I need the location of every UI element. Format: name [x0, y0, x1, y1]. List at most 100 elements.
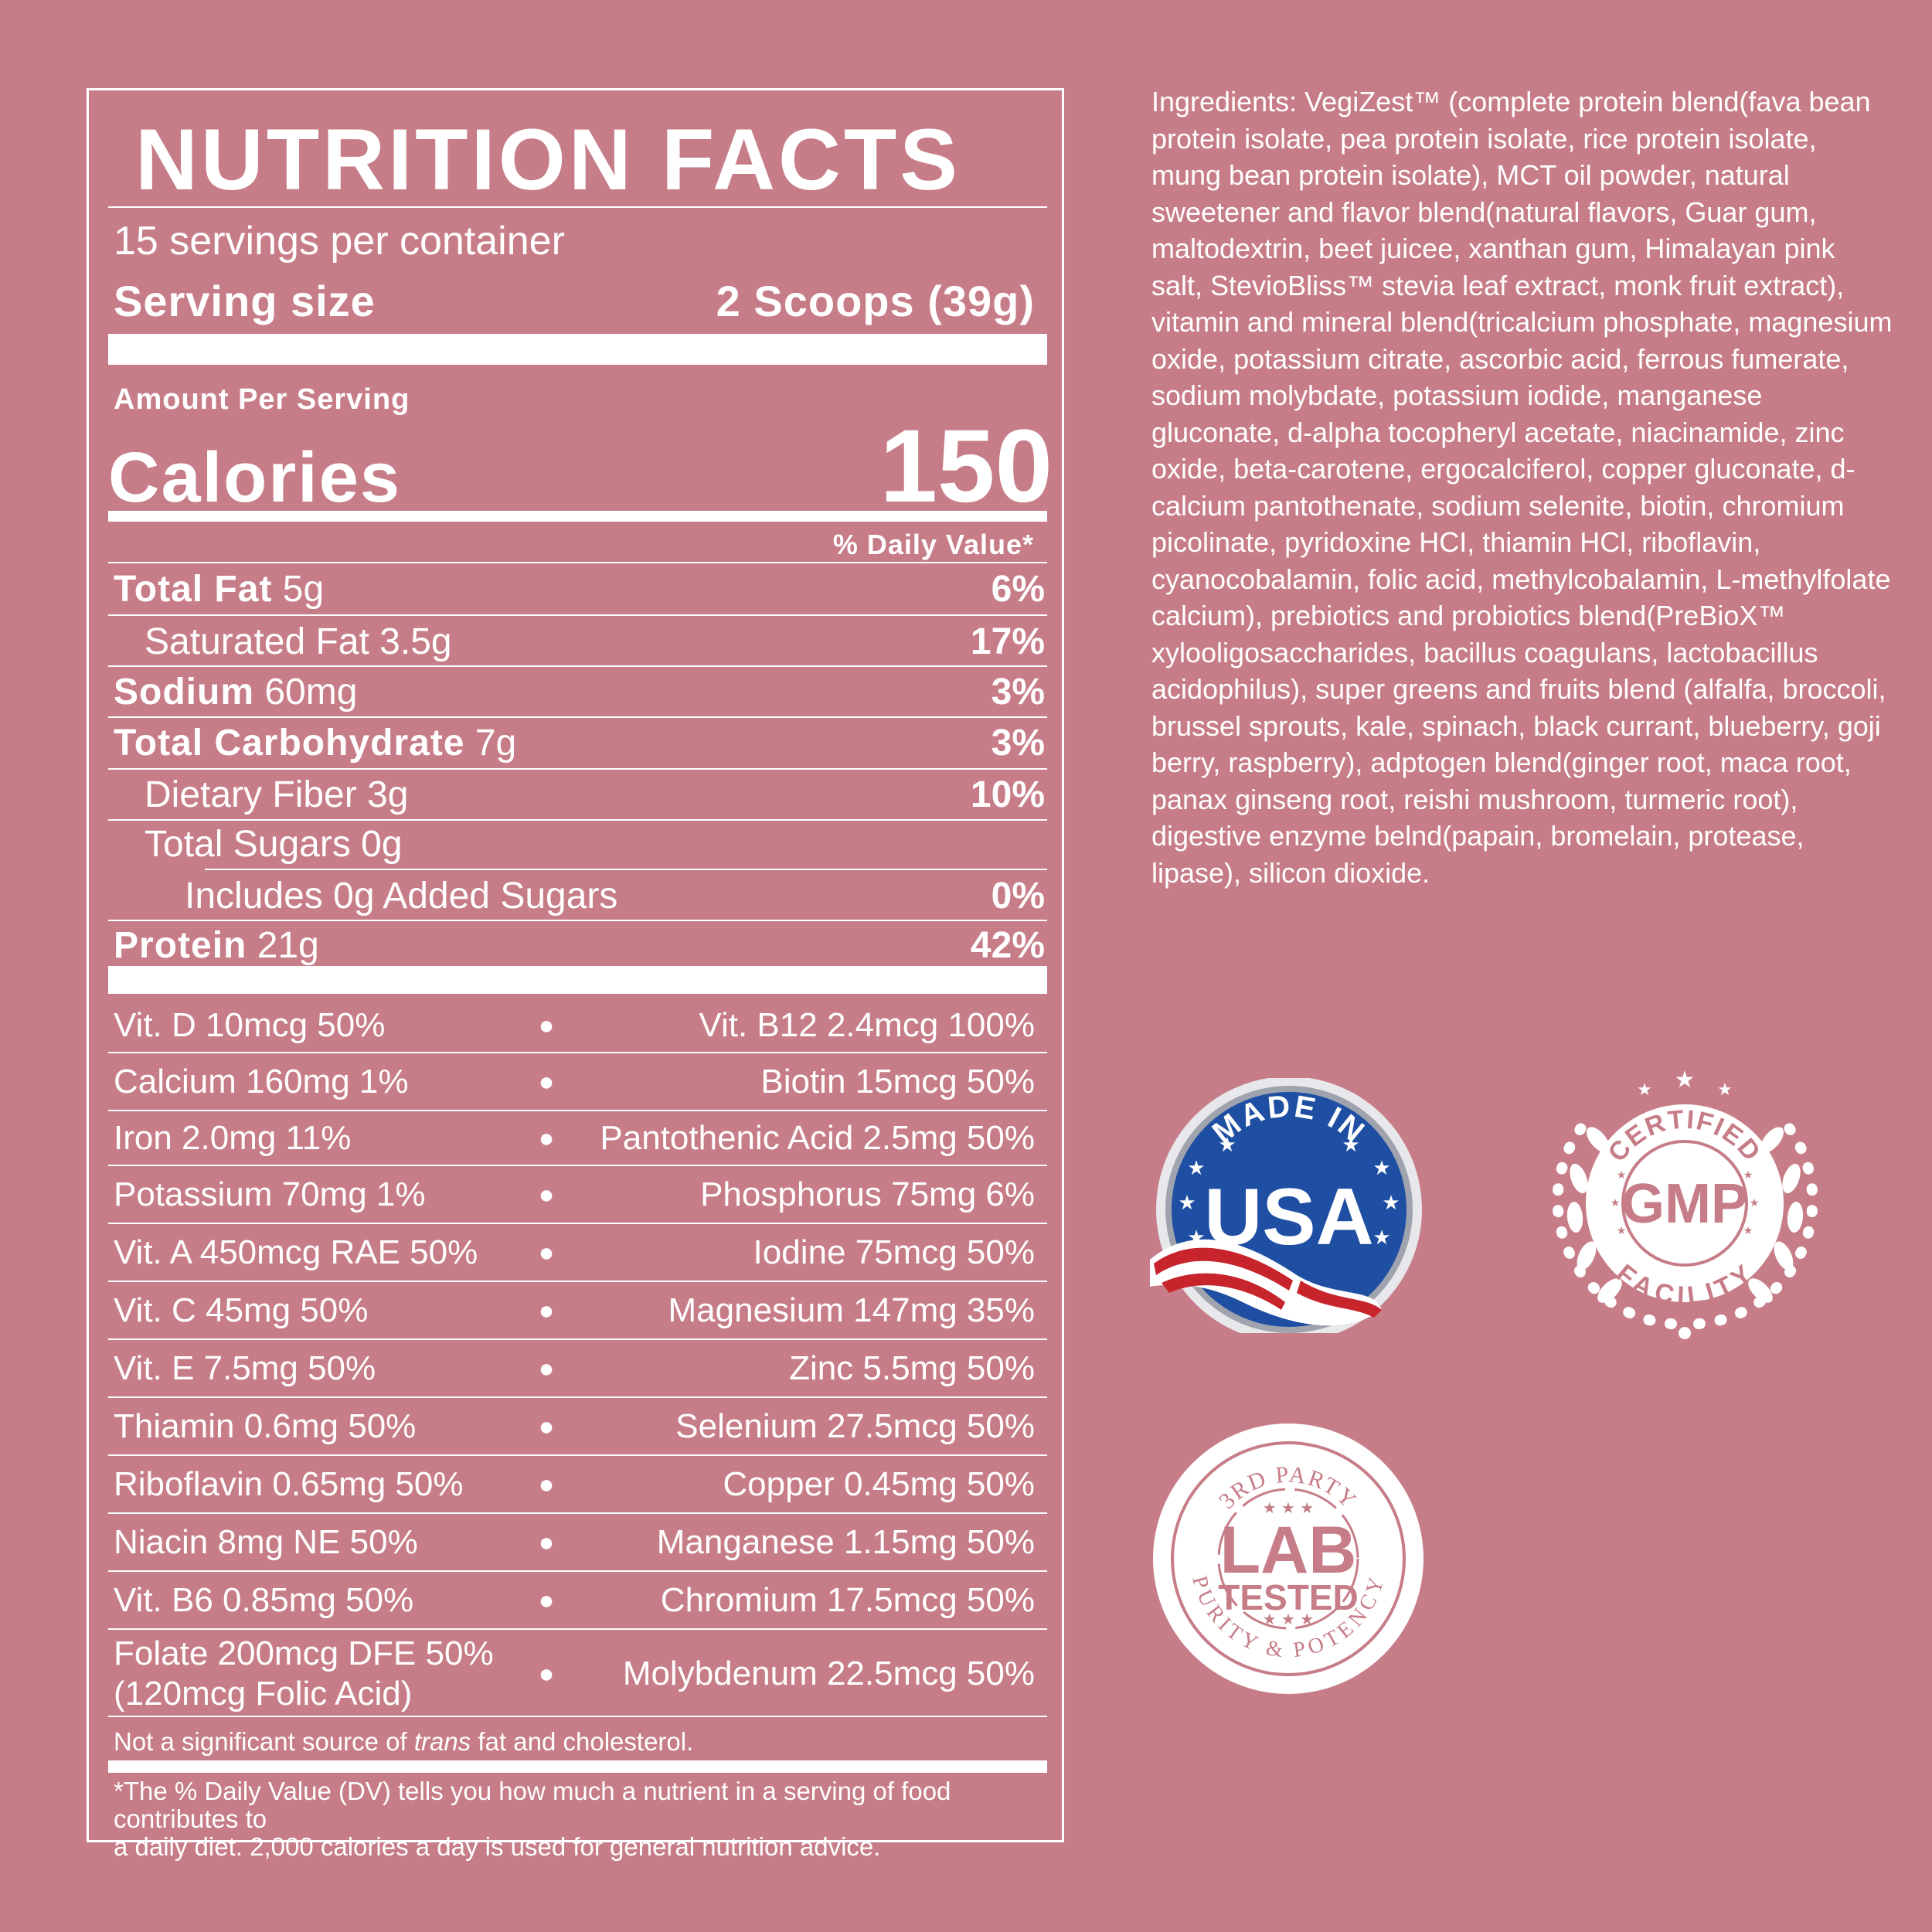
divider: [108, 716, 1047, 718]
vitamin-row: Niacin 8mg NE 50% ● Manganese 1.15mg 50%: [114, 1514, 1035, 1571]
nutrient-row-dietary-fiber: Dietary Fiber 3g 10%: [114, 769, 1045, 820]
bullet-icon: ●: [538, 1527, 555, 1557]
nutrient-name: Includes 0g Added Sugars: [185, 875, 618, 917]
note-italic: trans: [413, 1727, 471, 1756]
nutrient-row-total-sugars: Total Sugars 0g: [114, 818, 1045, 869]
nutrition-title: NUTRITION FACTS: [135, 111, 961, 208]
vitamin-right: Phosphorus 75mg 6%: [700, 1175, 1035, 1213]
nutrient-percent: 10%: [970, 774, 1045, 815]
vitamin-row: Thiamin 0.6mg 50% ● Selenium 27.5mcg 50%: [114, 1398, 1035, 1455]
divider: [108, 1052, 1047, 1053]
bullet-icon: ●: [538, 1585, 555, 1615]
svg-text:★: ★: [1372, 1226, 1390, 1250]
bullet-icon: ●: [538, 1237, 555, 1267]
vitamin-right: Chromium 17.5mcg 50%: [660, 1581, 1035, 1619]
nutrient-amount: 7g: [464, 722, 517, 764]
medium-divider: [108, 511, 1047, 522]
divider: [108, 614, 1047, 616]
bullet-icon: ●: [538, 1469, 555, 1499]
divider: [108, 1512, 1047, 1514]
vitamin-left: Thiamin 0.6mg 50%: [114, 1407, 417, 1445]
lab-main-text: LAB: [1220, 1513, 1357, 1587]
nutrient-name: Total Carbohydrate: [114, 722, 465, 764]
footnote-line2: a daily diet. 2,000 calories a day is us…: [114, 1832, 881, 1861]
divider: [108, 665, 1047, 667]
nutrient-name: Protein: [114, 924, 247, 966]
vitamin-right: Selenium 27.5mcg 50%: [675, 1407, 1035, 1445]
nutrient-name: Total Sugars 0g: [145, 823, 403, 865]
vitamin-left: Vit. D 10mcg 50%: [114, 1006, 386, 1044]
nutrient-row-total-carbohydrate: Total Carbohydrate 7g 3%: [114, 717, 1045, 768]
ingredients-text: Ingredients: VegiZest™ (complete protein…: [1151, 86, 1893, 889]
svg-text:★: ★: [1611, 1197, 1621, 1209]
divider: [108, 1628, 1047, 1630]
vitamin-row: Potassium 70mg 1% ● Phosphorus 75mg 6%: [114, 1166, 1035, 1223]
lab-sub-text: TESTED: [1218, 1577, 1358, 1617]
vitamin-row: Calcium 160mg 1% ● Biotin 15mcg 50%: [114, 1053, 1035, 1111]
made-in-usa-badge: MADE IN ★ ★ ★ ★ ★ ★ ★ ★ USA: [1150, 1077, 1428, 1342]
nutrient-percent: 0%: [991, 875, 1045, 917]
vitamin-row: Vit. A 450mcg RAE 50% ● Iodine 75mcg 50%: [114, 1224, 1035, 1281]
svg-text:★: ★: [1382, 1192, 1400, 1215]
divider: [108, 1396, 1047, 1398]
vitamin-left: Calcium 160mg 1%: [114, 1063, 409, 1100]
vitamin-left: Vit. C 45mg 50%: [114, 1291, 369, 1329]
vitamin-right: Zinc 5.5mg 50%: [789, 1349, 1035, 1387]
divider: [108, 768, 1047, 770]
svg-text:★: ★: [1342, 1134, 1359, 1157]
vitamin-right: Molybdenum 22.5mcg 50%: [622, 1655, 1035, 1692]
svg-text:★: ★: [1743, 1169, 1753, 1182]
vitamin-right: Vit. B12 2.4mcg 100%: [699, 1006, 1035, 1044]
nutrient-amount: 21g: [247, 924, 319, 966]
usa-seal-icon: MADE IN ★★★ ★★★ ★ ★ USA: [1150, 1077, 1422, 1342]
svg-text:★: ★: [1717, 1080, 1733, 1100]
daily-value-footnote: *The % Daily Value (DV) tells you how mu…: [114, 1777, 1041, 1861]
bullet-icon: ●: [538, 1179, 555, 1209]
vitamin-row: Vit. C 45mg 50% ● Magnesium 147mg 35%: [114, 1282, 1035, 1339]
nutrient-percent: 3%: [991, 671, 1045, 713]
gmp-seal-icon: ★ ★ ★ CERTIFIED FACILITY GMP ★ ★ ★ ★ ★ ★: [1552, 1066, 1818, 1339]
footnote-line1: *The % Daily Value (DV) tells you how mu…: [114, 1777, 951, 1833]
vitamin-row: Folate 200mcg DFE 50% (120mcg Folic Acid…: [114, 1631, 1035, 1717]
nutrient-row-added-sugars: Includes 0g Added Sugars 0%: [114, 870, 1045, 921]
svg-text:★ ★ ★: ★ ★ ★: [1263, 1610, 1315, 1628]
trans-fat-note: Not a significant source of trans fat an…: [114, 1725, 693, 1759]
divider: [205, 869, 1047, 870]
nutrient-row-sodium: Sodium 60mg 3%: [114, 666, 1045, 717]
vitamin-right: Copper 0.45mg 50%: [723, 1465, 1035, 1503]
bullet-icon: ●: [538, 1411, 555, 1441]
nutrient-name: Saturated Fat 3.5g: [145, 621, 452, 662]
vitamin-left: Folate 200mcg DFE 50% (120mcg Folic Acid…: [114, 1634, 515, 1714]
nutrient-name: Dietary Fiber 3g: [145, 774, 409, 815]
svg-text:★: ★: [1617, 1169, 1627, 1182]
vitamin-right: Pantothenic Acid 2.5mg 50%: [600, 1119, 1035, 1157]
nutrient-row-protein: Protein 21g 42%: [114, 920, 1045, 971]
servings-per-container: 15 servings per container: [114, 219, 565, 264]
divider: [108, 1223, 1047, 1224]
bullet-icon: ●: [538, 1353, 555, 1383]
vitamin-row: Vit. D 10mcg 50% ● Vit. B12 2.4mcg 100%: [114, 998, 1035, 1053]
divider: [108, 206, 1047, 208]
divider: [108, 1281, 1047, 1282]
divider: [108, 1454, 1047, 1456]
vitamin-right: Magnesium 147mg 35%: [668, 1291, 1035, 1329]
nutrient-percent: 6%: [991, 568, 1045, 610]
nutrient-percent: 42%: [970, 924, 1045, 966]
vitamin-row: Vit. B6 0.85mg 50% ● Chromium 17.5mcg 50…: [114, 1572, 1035, 1629]
nutrient-percent: 17%: [970, 621, 1045, 662]
calories-label: Calories: [108, 438, 402, 517]
svg-text:★: ★: [1218, 1134, 1236, 1157]
nutrient-amount: 5g: [272, 568, 325, 610]
divider: [108, 562, 1047, 563]
vitamin-left: Vit. A 450mcg RAE 50%: [114, 1233, 478, 1271]
note-text: Not a significant source of: [114, 1727, 414, 1756]
divider: [108, 819, 1047, 821]
lab-tested-seal-icon: 3RD PARTY PURITY & POTENCY ★ ★ ★ ★ ★ ★ L…: [1153, 1423, 1423, 1694]
bullet-icon: ●: [538, 1066, 555, 1097]
nutrient-name: Total Fat: [114, 568, 273, 610]
note-text: fat and cholesterol.: [471, 1727, 694, 1756]
nutrition-facts-panel: NUTRITION FACTS 15 servings per containe…: [87, 88, 1064, 1861]
vitamin-left-line1: Folate 200mcg DFE 50%: [114, 1634, 494, 1672]
bullet-icon: ●: [538, 1658, 555, 1689]
svg-text:★: ★: [1372, 1157, 1390, 1180]
